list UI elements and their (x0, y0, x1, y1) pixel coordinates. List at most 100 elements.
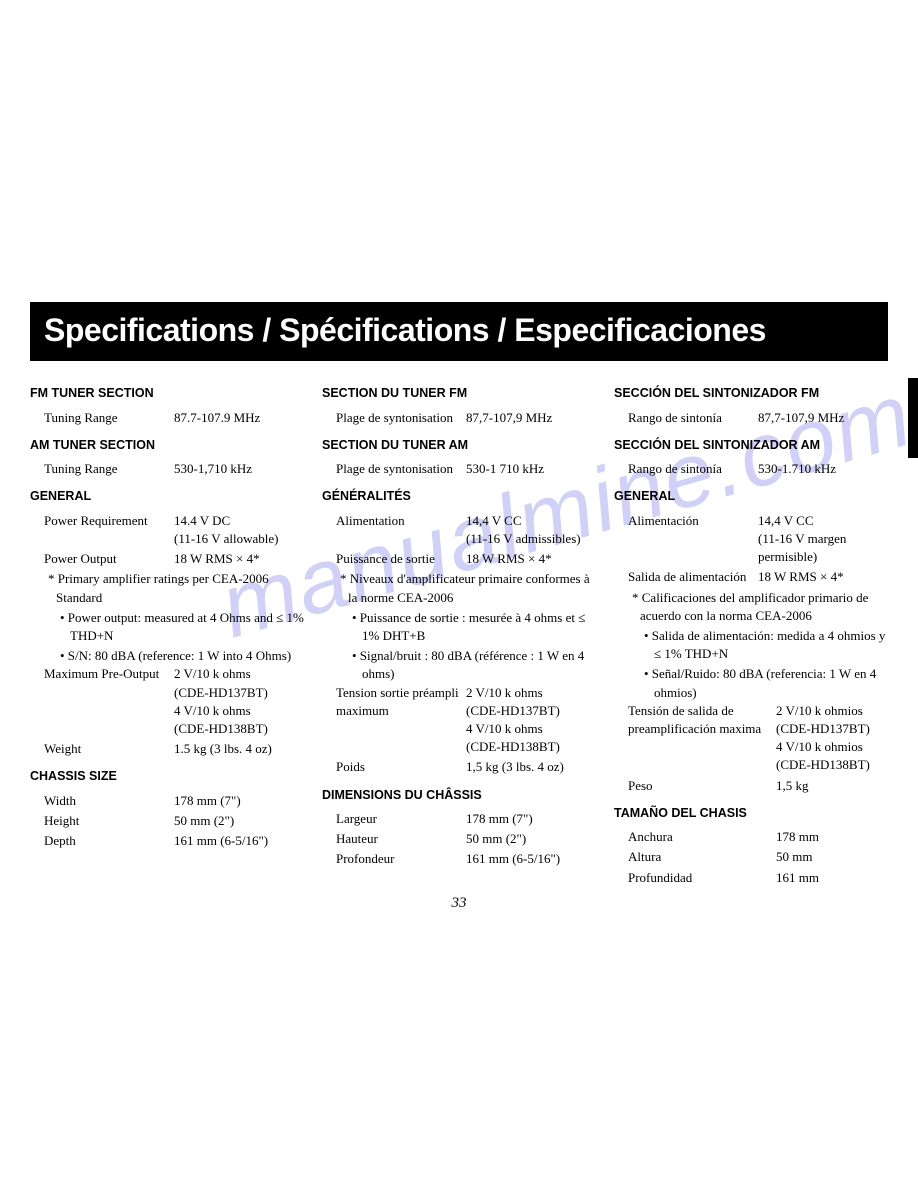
bullet-item: • Señal/Ruido: 80 dBA (referencia: 1 W e… (644, 665, 888, 701)
spec-label: Width (44, 792, 174, 810)
spec-value: 161 mm (6-5/16") (174, 832, 304, 850)
value-line: (CDE-HD137BT) (466, 703, 560, 718)
footnote: * Niveaux d'amplificateur primaire confo… (340, 570, 596, 606)
spec-label: Tuning Range (44, 460, 174, 478)
value-line: 4 V/10 k ohmios (776, 739, 863, 754)
spec-value: 50 mm (2") (174, 812, 304, 830)
spec-label: Puissance de sortie (336, 550, 466, 568)
spec-value: 14,4 V CC (11-16 V admissibles) (466, 512, 596, 548)
spec-row: Alimentación 14,4 V CC (11-16 V margen p… (628, 512, 888, 567)
am-heading: AM TUNER SECTION (30, 437, 304, 455)
bullet-item: • Salida de alimentación: medida a 4 ohm… (644, 627, 888, 663)
spec-value: 50 mm (2") (466, 830, 596, 848)
footnote: * Primary amplifier ratings per CEA-2006… (48, 570, 304, 606)
spec-row: Tuning Range 530-1,710 kHz (44, 460, 304, 478)
spec-label: Altura (628, 848, 776, 866)
spec-label: Tuning Range (44, 409, 174, 427)
general-heading: GENERAL (614, 488, 888, 506)
spec-label: Rango de sintonía (628, 409, 758, 427)
spec-row: Profundidad 161 mm (628, 869, 888, 887)
spec-value: 1.5 kg (3 lbs. 4 oz) (174, 740, 304, 758)
spec-label: Plage de syntonisation (336, 409, 466, 427)
spec-label: Peso (628, 777, 776, 795)
spec-row: Tensión de salida de preamplificación ma… (628, 702, 888, 775)
spec-value: 178 mm (7") (466, 810, 596, 828)
spec-row: Plage de syntonisation 87,7-107,9 MHz (336, 409, 596, 427)
spec-row: Maximum Pre-Output 2 V/10 k ohms (CDE-HD… (44, 665, 304, 738)
spec-label: Alimentación (628, 512, 758, 567)
page-title: Specifications / Spécifications / Especi… (30, 302, 888, 361)
spec-row: Height 50 mm (2") (44, 812, 304, 830)
spec-value: 14.4 V DC (11-16 V allowable) (174, 512, 304, 548)
spec-label: Profondeur (336, 850, 466, 868)
spec-row: Rango de sintonía 530-1.710 kHz (628, 460, 888, 478)
column-french: SECTION DU TUNER FM Plage de syntonisati… (322, 385, 596, 889)
spec-value: 530-1 710 kHz (466, 460, 596, 478)
spec-row: Rango de sintonía 87,7-107,9 MHz (628, 409, 888, 427)
page-number: 33 (0, 895, 918, 912)
spec-label: Maximum Pre-Output (44, 665, 174, 738)
fm-heading: SECCIÓN DEL SINTONIZADOR FM (614, 385, 888, 403)
spec-label: Height (44, 812, 174, 830)
spec-value: 14,4 V CC (11-16 V margen permisible) (758, 512, 888, 567)
spec-row: Weight 1.5 kg (3 lbs. 4 oz) (44, 740, 304, 758)
bullet-item: • S/N: 80 dBA (reference: 1 W into 4 Ohm… (60, 647, 304, 665)
footnote: * Calificaciones del amplificador primar… (632, 589, 888, 625)
general-heading: GENERAL (30, 488, 304, 506)
spec-label: Hauteur (336, 830, 466, 848)
page-content: Specifications / Spécifications / Especi… (30, 302, 888, 889)
spec-value: 18 W RMS × 4* (174, 550, 304, 568)
fm-heading: SECTION DU TUNER FM (322, 385, 596, 403)
spec-label: Tensión de salida de preamplificación ma… (628, 702, 776, 775)
spec-label: Profundidad (628, 869, 776, 887)
spec-label: Poids (336, 758, 466, 776)
spec-row: Power Requirement 14.4 V DC (11-16 V all… (44, 512, 304, 548)
column-english: FM TUNER SECTION Tuning Range 87.7-107.9… (30, 385, 304, 889)
value-line: (CDE-HD138BT) (174, 721, 268, 736)
spec-value: 2 V/10 k ohmios (CDE-HD137BT) 4 V/10 k o… (776, 702, 888, 775)
spec-row: Tension sortie préampli maximum 2 V/10 k… (336, 684, 596, 757)
value-line: 14.4 V DC (174, 513, 230, 528)
spec-value: 2 V/10 k ohms (CDE-HD137BT) 4 V/10 k ohm… (174, 665, 304, 738)
spec-value: 87.7-107.9 MHz (174, 409, 304, 427)
spec-label: Largeur (336, 810, 466, 828)
spec-label: Tension sortie préampli maximum (336, 684, 466, 757)
value-line: (11-16 V admissibles) (466, 531, 581, 546)
spec-value: 178 mm (7") (174, 792, 304, 810)
spec-row: Salida de alimentación 18 W RMS × 4* (628, 568, 888, 586)
spec-value: 161 mm (776, 869, 888, 887)
spec-label: Anchura (628, 828, 776, 846)
spec-label: Power Output (44, 550, 174, 568)
spec-row: Altura 50 mm (628, 848, 888, 866)
spec-value: 530-1.710 kHz (758, 460, 888, 478)
value-line: (CDE-HD137BT) (174, 685, 268, 700)
spec-label: Alimentation (336, 512, 466, 548)
spec-columns: FM TUNER SECTION Tuning Range 87.7-107.9… (30, 385, 888, 889)
fm-heading: FM TUNER SECTION (30, 385, 304, 403)
value-line: 2 V/10 k ohms (466, 685, 543, 700)
spec-value: 178 mm (776, 828, 888, 846)
spec-row: Peso 1,5 kg (628, 777, 888, 795)
spec-label: Plage de syntonisation (336, 460, 466, 478)
spec-row: Profondeur 161 mm (6-5/16") (336, 850, 596, 868)
spec-value: 530-1,710 kHz (174, 460, 304, 478)
spec-value: 2 V/10 k ohms (CDE-HD137BT) 4 V/10 k ohm… (466, 684, 596, 757)
spec-row: Puissance de sortie 18 W RMS × 4* (336, 550, 596, 568)
spec-row: Largeur 178 mm (7") (336, 810, 596, 828)
value-line: 14,4 V CC (466, 513, 522, 528)
spec-label: Salida de alimentación (628, 568, 758, 586)
am-heading: SECTION DU TUNER AM (322, 437, 596, 455)
spec-value: 161 mm (6-5/16") (466, 850, 596, 868)
spec-value: 18 W RMS × 4* (466, 550, 596, 568)
spec-value: 50 mm (776, 848, 888, 866)
side-tab-marker (908, 378, 918, 458)
spec-row: Width 178 mm (7") (44, 792, 304, 810)
spec-row: Plage de syntonisation 530-1 710 kHz (336, 460, 596, 478)
value-line: 2 V/10 k ohmios (776, 703, 863, 718)
spec-value: 1,5 kg (3 lbs. 4 oz) (466, 758, 596, 776)
spec-value: 87,7-107,9 MHz (758, 409, 888, 427)
spec-value: 18 W RMS × 4* (758, 568, 888, 586)
spec-row: Power Output 18 W RMS × 4* (44, 550, 304, 568)
value-line: (CDE-HD138BT) (466, 739, 560, 754)
value-line: (CDE-HD137BT) (776, 721, 870, 736)
